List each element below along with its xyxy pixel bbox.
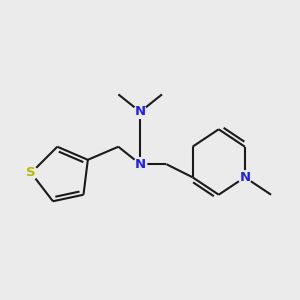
Text: N: N	[239, 171, 250, 184]
Circle shape	[25, 167, 38, 179]
Text: N: N	[135, 158, 146, 171]
Circle shape	[134, 158, 147, 171]
Circle shape	[238, 171, 251, 184]
Text: N: N	[135, 105, 146, 118]
Text: S: S	[26, 167, 36, 179]
Circle shape	[134, 105, 147, 119]
